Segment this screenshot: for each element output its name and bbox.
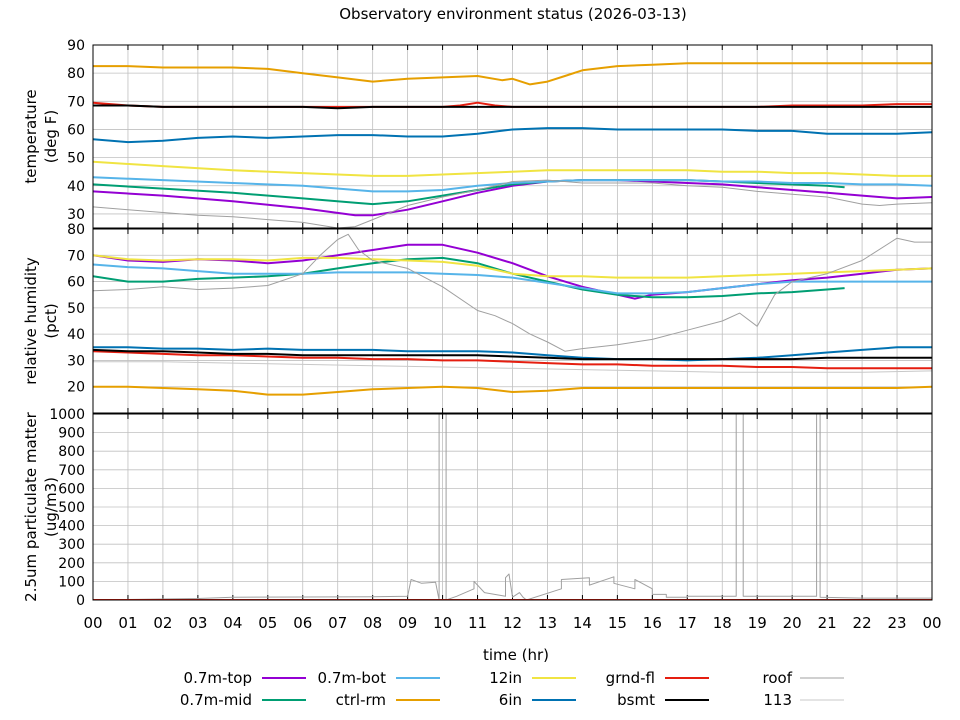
legend-label: 6in [499, 691, 522, 709]
y-tick-label: 70 [67, 94, 85, 110]
legend-label: 0.7m-mid [180, 691, 252, 709]
x-tick-label: 18 [713, 614, 732, 632]
series-12in [93, 254, 932, 279]
y-tick-label: 80 [67, 66, 85, 82]
legend-label: bsmt [617, 691, 655, 709]
legend-label: roof [763, 669, 793, 687]
panel-temperature: 30 40 50 60 70 80 90 temperature (deg F) [22, 38, 933, 229]
y-tick-label: 40 [67, 327, 85, 343]
series-group [93, 233, 932, 396]
series-roof [93, 233, 932, 352]
panel-frame [92, 44, 933, 229]
y-tick-label: 800 [58, 444, 85, 460]
x-tick-label: 07 [328, 614, 347, 632]
legend-label: 113 [763, 691, 792, 709]
legend: 0.7m-top 0.7m-bot 12in grnd-fl roof 0.7m-mid c… [180, 669, 844, 709]
x-tick-label: 20 [783, 614, 802, 632]
y-tick-label: 70 [67, 248, 85, 264]
series-group [93, 414, 932, 600]
x-tick-label: 02 [153, 614, 172, 632]
series-113 [93, 361, 932, 373]
y-axis-label: temperature (deg F) [22, 89, 60, 183]
series-ctrl-rm [93, 62, 932, 86]
series-ctrl-rm [93, 385, 932, 396]
x-tick-label: 14 [573, 614, 592, 632]
legend-label: 0.7m-bot [318, 669, 387, 687]
x-tick-label: 05 [258, 614, 277, 632]
x-tick-label: 01 [118, 614, 137, 632]
y-tick-label: 300 [58, 537, 85, 553]
x-tick-label: 15 [608, 614, 627, 632]
x-tick-label: 08 [363, 614, 382, 632]
series-grnd-fl [93, 350, 932, 370]
series-0-7m-bot [93, 176, 932, 193]
x-tick-label: 13 [538, 614, 557, 632]
y-tick-label: 30 [67, 207, 85, 223]
y-axis-label: relative humidity (pct) [22, 257, 60, 385]
series-0-7m-top [93, 243, 932, 300]
x-tick-label: 03 [188, 614, 207, 632]
series-0-7m-mid [93, 256, 845, 299]
series-roof [93, 414, 932, 600]
y-tick-label: 50 [67, 151, 85, 167]
y-tick-label: 80 [67, 222, 85, 238]
series-group [93, 62, 932, 228]
x-tick-label: 11 [468, 614, 487, 632]
x-axis-label: time (hr) [483, 646, 549, 664]
x-tick-label: 17 [678, 614, 697, 632]
y-axis-label: 2.5um particulate matter (ug/m3) [22, 411, 60, 601]
x-tick-label: 12 [503, 614, 522, 632]
legend-label: 12in [489, 669, 522, 687]
y-tick-label: 90 [67, 38, 85, 54]
y-tick-label: 40 [67, 179, 85, 195]
x-tick-label: 19 [748, 614, 767, 632]
legend-label: ctrl-rm [336, 691, 386, 709]
x-axis-ticks: 00 01 02 03 04 05 06 07 08 09 10 11 12 13 14 15 16 17 18 19… [83, 614, 941, 632]
series-12in [93, 160, 932, 177]
y-tick-label: 60 [67, 275, 85, 291]
x-tick-label: 16 [643, 614, 662, 632]
legend-label: grnd-fl [606, 669, 655, 687]
series-roof [93, 179, 932, 228]
y-tick-label: 900 [58, 426, 85, 442]
series-6in [93, 127, 932, 144]
y-tick-label: 20 [67, 380, 85, 396]
x-tick-label: 04 [223, 614, 242, 632]
y-tick-label: 100 [58, 574, 85, 590]
x-tick-label: 10 [433, 614, 452, 632]
chart-title: Observatory environment status (2026-03-… [339, 5, 687, 23]
panel-frame [92, 413, 933, 601]
x-tick-label: 21 [818, 614, 837, 632]
legend-label: 0.7m-top [184, 669, 252, 687]
y-tick-label: 30 [67, 353, 85, 369]
y-tick-label: 500 [58, 500, 85, 516]
chart-panels: 30 40 50 60 70 80 90 temperature (deg F) 20 30 40 50… [22, 38, 933, 609]
y-tick-label: 0 [76, 593, 85, 609]
x-tick-label: 00 [922, 614, 941, 632]
y-tick-label: 1000 [49, 407, 85, 423]
series-bsmt [93, 348, 932, 361]
panel-humidity: 20 30 40 50 60 70 80 relative humidity (pct) [22, 222, 933, 414]
y-tick-label: 50 [67, 301, 85, 317]
y-tick-label: 200 [58, 556, 85, 572]
y-tick-label: 60 [67, 122, 85, 138]
x-tick-label: 23 [887, 614, 906, 632]
y-tick-label: 600 [58, 481, 85, 497]
x-tick-label: 06 [293, 614, 312, 632]
y-tick-label: 700 [58, 463, 85, 479]
series-6in [93, 346, 932, 362]
series-bsmt [93, 104, 932, 110]
y-tick-label: 400 [58, 519, 85, 535]
x-tick-label: 09 [398, 614, 417, 632]
x-tick-label: 00 [83, 614, 102, 632]
panel-frame [92, 228, 933, 414]
x-tick-label: 22 [853, 614, 872, 632]
